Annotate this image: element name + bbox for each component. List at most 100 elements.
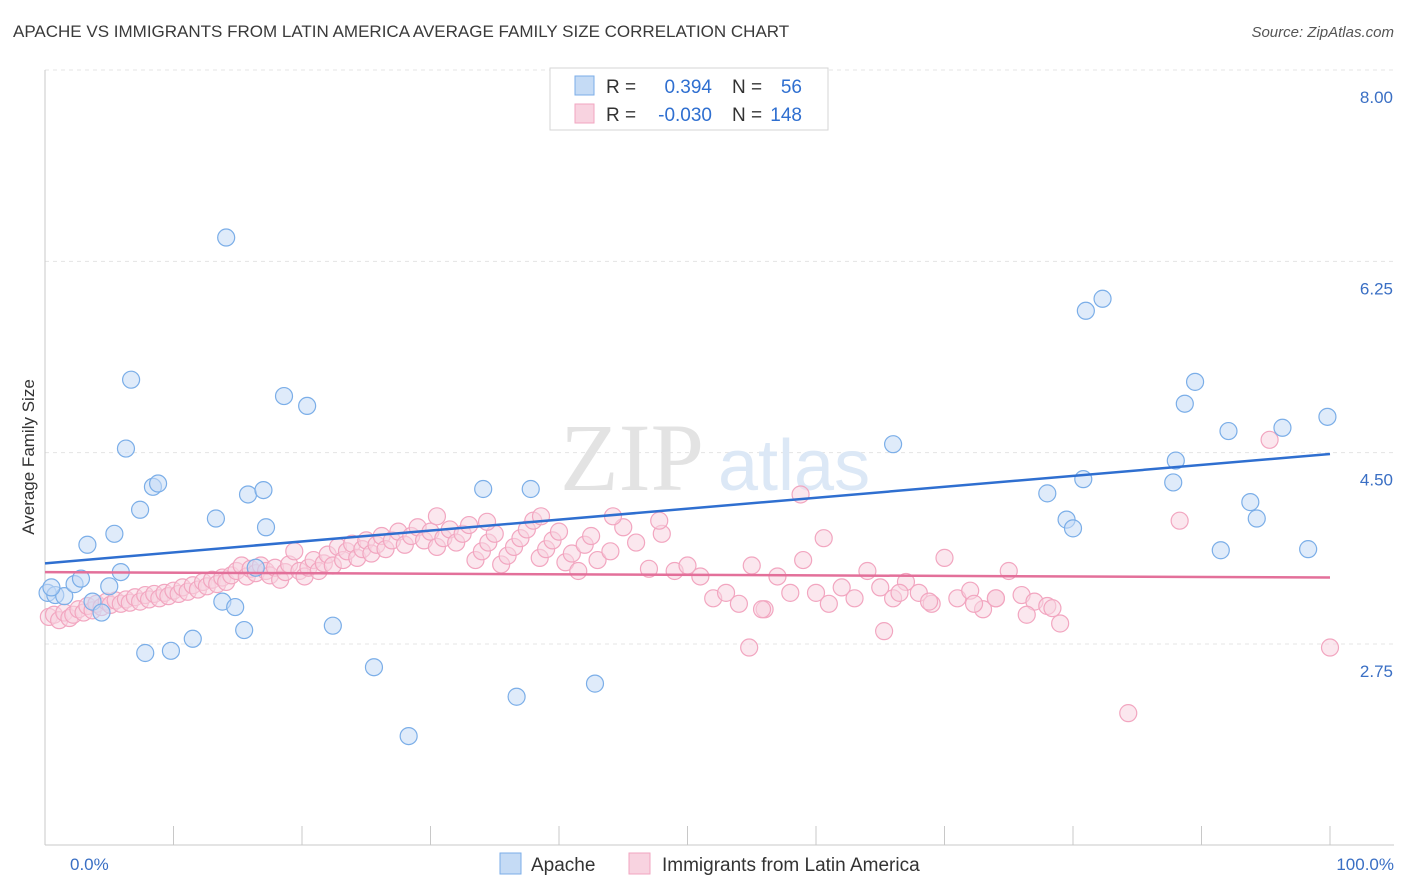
immigrants-point-139 [1051,614,1070,633]
apache-point-28 [274,386,294,406]
apache-point-53 [1299,540,1318,559]
legend-top-swatch-immigrants [574,103,595,124]
apache-point-2 [55,587,74,606]
immigrants-point-104 [601,542,620,561]
apache-point-34 [507,687,526,706]
y-tick-label-1: 4.50 [1360,471,1393,490]
immigrants-trend-line [44,570,1331,579]
y-tick-label-0: 2.75 [1360,662,1393,681]
immigrants-point-150 [986,589,1006,608]
apache-point-18 [183,629,202,648]
apache-point-35 [521,479,540,499]
immigrants-point-153 [1170,511,1189,530]
x-ticks [44,826,1331,845]
immigrants-point-147 [890,583,909,602]
immigrants-point-111 [691,567,710,586]
apache-point-36 [585,674,605,693]
apache-point-41 [1074,470,1093,489]
immigrants-point-118 [781,583,800,602]
immigrants-point-141 [477,512,497,531]
legend-top-n-label-immigrants: N = [732,105,762,126]
immigrants-point-158 [752,600,772,619]
apache-point-32 [399,726,418,746]
apache-point-46 [1175,394,1194,413]
apache-point-30 [323,616,342,635]
immigrants-point-114 [729,594,749,613]
chart-title: APACHE VS IMMIGRANTS FROM LATIN AMERICA … [13,22,790,41]
legend-top-r-value-apache: 0.394 [664,77,712,98]
immigrants-point-130 [935,548,954,567]
legend-top-n-value-immigrants: 148 [770,105,802,126]
apache-point-11 [116,439,136,458]
apache-point-27 [256,518,276,537]
apache-trend-line [44,452,1331,565]
legend-top: R = 0.394 N = 56 R = -0.030 N = 148 [549,67,829,131]
legend-top-n-label-apache: N = [732,77,762,98]
apache-point-51 [1247,509,1266,528]
legend-bottom-label-apache: Apache [531,855,595,876]
apache-point-8 [100,577,119,596]
y-tick-label-2: 6.25 [1360,279,1393,298]
watermark-zip: ZIP [560,404,704,511]
apache-point-38 [1038,484,1057,503]
legend-bottom-swatch-immigrants [628,852,651,875]
source-label: Source: ZipAtlas.com [1251,24,1394,41]
apache-point-47 [1185,372,1205,391]
apache-point-31 [364,658,384,677]
apache-point-50 [1241,493,1260,512]
immigrants-point-102 [582,526,601,546]
immigrants-point-122 [832,578,851,597]
immigrants-point-120 [806,583,826,602]
legend-top-n-value-apache: 56 [781,77,802,98]
apache-point-22 [226,597,245,617]
y-tick-labels: 2.75 4.50 6.25 8.00 [1360,88,1393,681]
immigrants-point-121 [819,594,838,613]
legend-top-box [549,67,829,131]
immigrants-point-51 [285,542,304,561]
immigrants-point-83 [459,515,479,535]
apache-point-40 [1063,519,1083,538]
immigrants-point-107 [639,559,659,578]
x-tick-label-max: 100.0% [1336,855,1394,874]
apache-point-52 [1273,418,1292,437]
immigrants-point-140 [427,507,447,526]
immigrants-point-149 [964,594,984,613]
apache-point-14 [136,643,155,663]
legend-top-r-value-immigrants: -0.030 [658,105,712,126]
immigrants-point-156 [1320,638,1340,657]
apache-point-17 [161,641,181,660]
immigrants-point-100 [569,561,588,581]
series-apache-points [38,228,1337,746]
apache-point-42 [1076,301,1095,320]
grid-lines [45,69,1394,645]
immigrants-point-103 [588,550,607,570]
immigrants-point-159 [814,529,833,548]
apache-point-5 [78,535,97,554]
immigrants-point-125 [871,578,890,597]
immigrants-point-115 [742,556,761,575]
apache-point-55 [42,578,61,597]
apache-point-9 [105,524,124,543]
apache-point-16 [148,474,168,493]
apache-point-43 [1093,289,1112,308]
immigrants-point-124 [858,561,877,581]
legend-top-r-label-immigrants: R = [606,105,636,126]
legend-bottom-swatch-apache [499,852,522,875]
immigrants-point-97 [549,522,569,541]
immigrants-point-155 [1119,704,1138,723]
apache-point-26 [254,480,273,500]
immigrants-point-152 [1043,599,1062,618]
immigrants-point-148 [919,592,939,611]
immigrants-point-99 [562,544,581,563]
x-tick-label-min: 0.0% [70,855,109,874]
apache-point-13 [130,500,150,519]
legend-bottom: Apache Immigrants from Latin America [499,852,920,876]
apache-point-48 [1211,541,1230,560]
legend-bottom-label-immigrants: Immigrants from Latin America [662,855,920,876]
apache-point-24 [238,485,258,504]
immigrants-point-119 [794,550,813,570]
apache-point-23 [235,620,254,640]
apache-point-37 [883,435,903,454]
trend-lines [44,452,1331,579]
